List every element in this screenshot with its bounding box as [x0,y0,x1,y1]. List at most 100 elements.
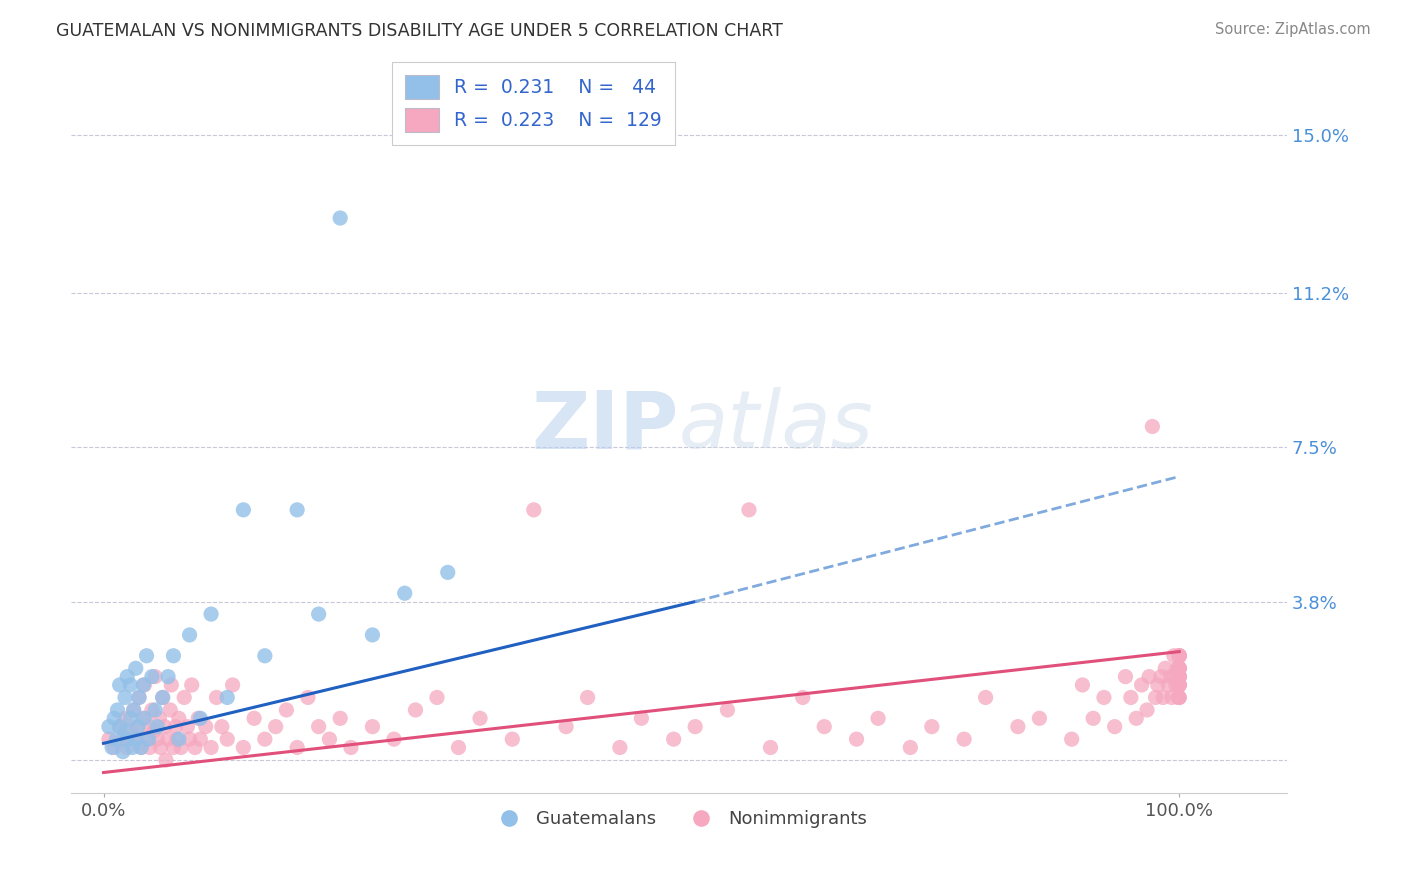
Point [953,732,976,747]
Point [1166,661,1188,675]
Point [1152,690,1174,705]
Point [1168,661,1191,675]
Point [179,628,201,642]
Point [157,732,180,747]
Point [122,703,145,717]
Point [97,720,120,734]
Point [813,720,835,734]
Point [253,732,276,747]
Point [103,711,125,725]
Text: Source: ZipAtlas.com: Source: ZipAtlas.com [1215,22,1371,37]
Point [1114,670,1136,684]
Point [329,711,352,725]
Point [143,723,166,738]
Point [1136,703,1159,717]
Point [179,732,201,747]
Point [115,740,138,755]
Point [1168,661,1191,675]
Point [468,711,491,725]
Point [166,732,188,747]
Point [221,678,243,692]
Point [122,703,145,717]
Point [253,648,276,663]
Point [115,670,138,684]
Point [115,732,138,747]
Point [1168,661,1191,675]
Point [125,732,148,747]
Point [276,703,298,717]
Point [108,720,131,734]
Point [318,732,340,747]
Point [129,740,152,755]
Point [121,740,143,755]
Point [1028,711,1050,725]
Point [1168,670,1191,684]
Point [501,732,523,747]
Point [180,678,202,692]
Point [152,690,174,705]
Point [232,503,254,517]
Point [128,690,150,705]
Point [340,740,363,755]
Point [308,720,330,734]
Point [132,711,155,725]
Point [264,720,287,734]
Point [176,720,198,734]
Point [120,711,142,725]
Point [114,711,136,725]
Point [111,745,134,759]
Point [184,740,207,755]
Point [162,740,184,755]
Point [152,690,174,705]
Point [1083,711,1105,725]
Point [134,678,156,692]
Point [576,690,599,705]
Point [108,678,131,692]
Point [120,678,142,692]
Point [160,678,183,692]
Point [138,732,160,747]
Point [138,720,160,734]
Point [1125,711,1147,725]
Point [188,711,211,725]
Point [436,566,458,580]
Point [609,740,631,755]
Point [127,720,149,734]
Point [1168,678,1191,692]
Point [155,753,177,767]
Point [132,678,155,692]
Point [738,503,761,517]
Point [1146,678,1168,692]
Point [1168,670,1191,684]
Point [297,690,319,705]
Point [153,720,176,734]
Point [217,732,239,747]
Point [1168,670,1191,684]
Point [1104,720,1126,734]
Point [129,740,152,755]
Point [394,586,416,600]
Point [135,732,157,747]
Point [141,670,163,684]
Point [173,690,195,705]
Point [1168,690,1191,705]
Point [1168,678,1191,692]
Point [382,732,405,747]
Point [1168,648,1191,663]
Point [135,648,157,663]
Point [188,732,211,747]
Point [101,740,124,755]
Text: ZIP: ZIP [531,387,679,466]
Point [1092,690,1115,705]
Point [107,703,129,717]
Legend: Guatemalans, Nonimmigrants: Guatemalans, Nonimmigrants [484,803,875,836]
Point [1168,648,1191,663]
Point [405,703,427,717]
Point [157,670,180,684]
Point [1168,670,1191,684]
Point [205,690,228,705]
Point [759,740,782,755]
Point [285,503,308,517]
Point [232,740,254,755]
Point [845,732,868,747]
